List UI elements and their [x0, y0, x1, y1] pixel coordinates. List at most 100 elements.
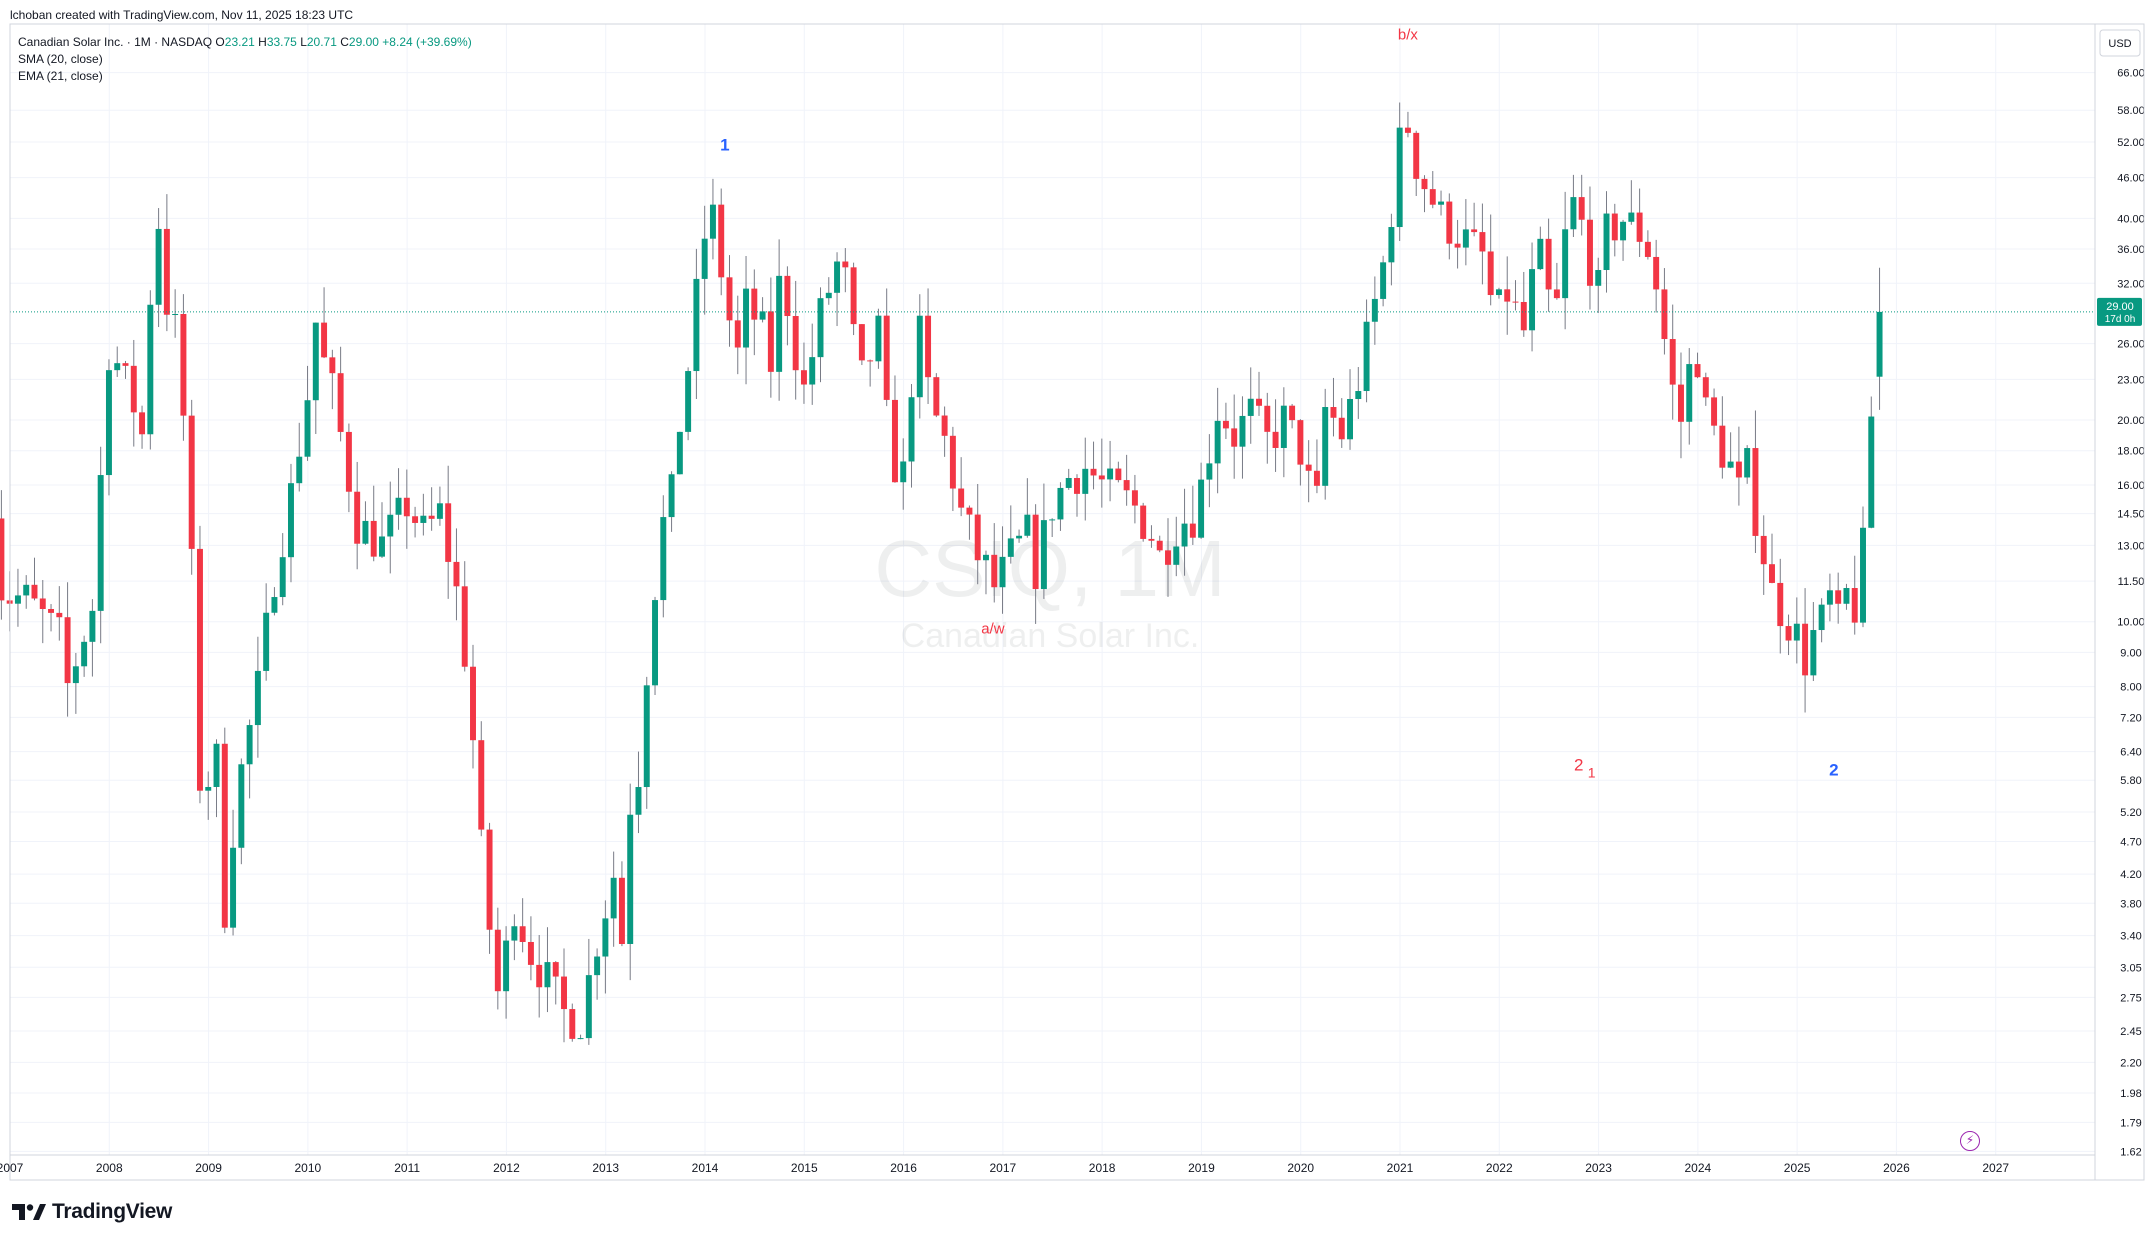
candle-body	[155, 228, 162, 305]
candle-body	[602, 918, 609, 957]
candle-body	[776, 275, 783, 372]
candle-body	[825, 292, 832, 299]
candle-body	[1454, 243, 1461, 248]
candle-body	[1818, 604, 1825, 631]
x-tick-label: 2009	[195, 1161, 222, 1175]
candle-body	[288, 483, 294, 558]
candle-body	[1785, 626, 1792, 641]
candle-body	[751, 288, 758, 320]
candle-body	[321, 322, 328, 358]
legend-title: Canadian Solar Inc. · 1M · NASDAQ	[18, 35, 213, 49]
y-tick-label: 2.45	[2120, 1026, 2141, 1038]
candle-body	[709, 204, 716, 239]
candle-body	[81, 641, 88, 667]
candle-body	[196, 548, 203, 791]
candle-body	[1156, 540, 1163, 551]
y-tick-label: 6.40	[2120, 747, 2141, 759]
candle-body	[1868, 416, 1875, 528]
x-tick-label: 2014	[692, 1161, 719, 1175]
candle-body	[1165, 550, 1171, 565]
candle-body	[39, 598, 46, 609]
candle-body	[1131, 490, 1138, 506]
candle-body	[668, 474, 675, 518]
candle-body	[858, 324, 865, 361]
candle-body	[205, 786, 212, 791]
legend-l-label: L	[300, 35, 307, 49]
y-tick-label: 1.62	[2120, 1146, 2141, 1158]
wave-label: b/x	[1398, 26, 1419, 43]
candle-body	[1256, 398, 1262, 406]
candle-body	[1843, 588, 1850, 604]
lightning-icon[interactable]: ⚡	[1960, 1131, 1980, 1151]
candle-body	[1231, 428, 1238, 447]
candle-body	[875, 315, 882, 362]
tradingview-logo-icon	[12, 1204, 46, 1220]
candle-body	[1347, 399, 1354, 440]
candle-body	[800, 370, 807, 385]
candle-body	[213, 743, 220, 787]
candle-body	[1810, 630, 1817, 676]
y-tick-label: 3.05	[2120, 962, 2141, 974]
candle-body	[180, 314, 187, 416]
candle-body	[1876, 311, 1883, 377]
candle-body	[1636, 212, 1643, 242]
y-tick-label: 46.00	[2117, 173, 2145, 185]
legend-title-row: Canadian Solar Inc. · 1M · NASDAQ O23.21…	[18, 34, 472, 51]
candle-body	[1322, 407, 1329, 486]
candle-body	[1553, 289, 1560, 299]
candle-body	[1471, 229, 1478, 233]
candle-body	[1280, 405, 1287, 448]
candle-body	[1107, 468, 1114, 480]
candle-body	[618, 877, 625, 944]
candle-body	[676, 431, 683, 475]
candle-body	[817, 298, 824, 358]
candle-body	[1305, 464, 1312, 471]
candle-body	[1603, 213, 1610, 271]
candle-body	[635, 787, 642, 815]
y-tick-label: 13.00	[2117, 540, 2145, 552]
legend-change: +8.24 (+39.69%)	[382, 35, 472, 49]
candle-body	[908, 397, 915, 462]
indicator-sma[interactable]: SMA (20, close)	[18, 52, 103, 66]
candle-body	[1678, 384, 1684, 422]
candle-body	[941, 415, 948, 436]
candle-body	[461, 586, 468, 667]
candle-body	[1438, 201, 1445, 205]
y-tick-label: 1.79	[2120, 1117, 2141, 1129]
candle-body	[48, 608, 55, 613]
candle-body	[792, 316, 799, 371]
candle-body	[271, 597, 278, 613]
candle-body	[1363, 321, 1370, 392]
candle-body	[1330, 407, 1337, 418]
y-tick-label: 7.20	[2120, 712, 2141, 724]
candle-body	[1644, 241, 1651, 257]
candle-body	[627, 814, 634, 944]
candle-body	[445, 503, 452, 562]
candle-body	[470, 666, 476, 741]
candle-body	[14, 595, 21, 604]
candle-body	[139, 412, 146, 435]
y-tick-label: 23.00	[2117, 374, 2145, 386]
currency-box	[2099, 29, 2141, 57]
candle-body	[503, 940, 510, 992]
candle-body	[1711, 397, 1718, 426]
candle-body	[1123, 480, 1130, 491]
candle-body	[1082, 468, 1089, 494]
y-tick-label: 32.00	[2117, 278, 2145, 290]
indicator-ema[interactable]: EMA (21, close)	[18, 69, 103, 83]
legend-o-value: 23.21	[224, 35, 255, 49]
footer-brand[interactable]: TradingView	[12, 1200, 172, 1224]
candle-body	[1570, 197, 1577, 230]
chart-frame	[9, 23, 2145, 1181]
candle-body	[453, 561, 460, 587]
y-tick-label: 2.75	[2120, 992, 2141, 1004]
candle-body	[122, 363, 129, 366]
candle-body	[1065, 477, 1072, 488]
y-tick-label: 20.00	[2117, 415, 2145, 427]
x-tick-label: 2013	[592, 1161, 619, 1175]
y-tick-label: 9.00	[2120, 647, 2141, 659]
candle-body	[1289, 405, 1296, 421]
candle-body	[31, 584, 38, 599]
candle-body	[1462, 229, 1469, 248]
